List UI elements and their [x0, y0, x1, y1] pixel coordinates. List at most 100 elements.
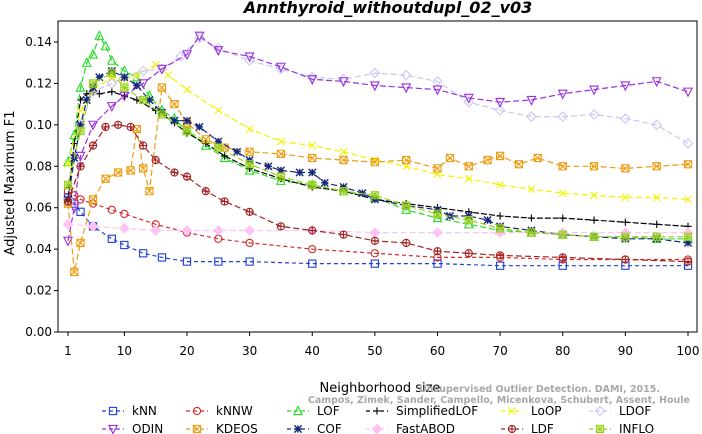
series-point-ldf — [201, 187, 210, 196]
series-point-inflo — [652, 232, 661, 241]
series-point-ldf — [683, 257, 693, 266]
series-point-ldof — [619, 113, 631, 125]
series-point-lof — [244, 164, 255, 175]
series-point-loop — [496, 180, 505, 189]
x-tick-label: 100 — [677, 344, 700, 358]
series-point-simplifiedlof — [621, 218, 629, 226]
series-point-inflo — [621, 232, 630, 241]
series-point-ldf — [433, 247, 442, 256]
series-point-odin — [683, 87, 693, 98]
plot-frame — [57, 20, 698, 333]
series-point-ldof — [175, 51, 187, 62]
series-point-loop — [245, 125, 254, 133]
series-point-ldof — [400, 69, 412, 81]
series-point-loop — [76, 106, 85, 115]
series-point-ldf — [308, 226, 317, 235]
series-point-knnw — [70, 191, 79, 200]
series-point-simplifiedlof — [590, 216, 598, 224]
series-point-knn — [495, 261, 505, 270]
series-point-ldof — [588, 109, 600, 120]
series-point-cof — [182, 116, 192, 125]
series-point-simplifiedlof — [496, 212, 504, 220]
legend-marker-loop — [508, 407, 516, 415]
x-tick-label: 1 — [64, 344, 72, 358]
series-point-fastabod — [62, 218, 74, 230]
series-point-cof — [683, 238, 693, 248]
series-point-simplifiedlof — [83, 90, 91, 98]
x-axis-ticks: 1 10 20 30 40 50 60 70 80 90 100 — [64, 332, 699, 358]
series-point-cof — [76, 120, 85, 129]
legend-label-odin: ODIN — [132, 422, 163, 434]
y-tick-label: 0.08 — [25, 159, 52, 173]
series-point-cof — [214, 137, 223, 146]
series-point-kdeos — [339, 155, 348, 165]
plot-series — [62, 29, 694, 277]
series-point-knn — [107, 234, 116, 243]
series-point-odin — [181, 50, 192, 61]
series-point-ldf — [76, 162, 85, 171]
series-point-inflo — [683, 232, 693, 241]
series-point-ldf — [621, 255, 630, 264]
watermark: Unsupervised Outlier Detection. DAMI, 20… — [308, 384, 690, 406]
series-point-inflo — [339, 186, 348, 196]
series-point-lof — [81, 56, 92, 67]
series-point-cof — [120, 73, 129, 82]
series-point-ldf — [276, 222, 286, 231]
legend-marker-odin — [108, 424, 118, 434]
series-point-lof — [100, 40, 111, 51]
series-point-kdeos — [533, 153, 542, 163]
series-line-lof — [67, 34, 688, 240]
series-point-inflo — [276, 172, 286, 181]
series-line-inflo — [67, 72, 688, 238]
legend-item-knnw: kNNW — [186, 404, 253, 418]
series-point-kdeos — [145, 186, 154, 196]
series-point-simplifiedlof — [653, 220, 661, 228]
series-point-ldf — [126, 122, 135, 132]
series-point-loop — [339, 147, 348, 156]
legend-item-lof: LOF — [287, 404, 340, 418]
series-point-kdeos — [621, 164, 630, 173]
series-point-knnw — [370, 249, 380, 258]
series-point-cof — [82, 95, 91, 105]
series-point-fastabod — [87, 220, 99, 232]
series-point-kdeos — [483, 155, 492, 165]
series-point-ldof — [526, 111, 537, 122]
x-tick-label: 70 — [492, 344, 507, 358]
series-point-kdeos — [683, 160, 693, 169]
series-point-inflo — [63, 180, 73, 190]
legend-label-lof: LOF — [317, 404, 340, 418]
series-point-odin — [307, 75, 318, 86]
series-point-inflo — [402, 201, 411, 210]
legend-item-ldf: LDF — [501, 422, 554, 434]
series-point-inflo — [214, 143, 223, 152]
series-point-odin — [106, 102, 117, 113]
series-point-odin — [432, 85, 443, 96]
legend-item-inflo: INFLO — [589, 422, 654, 434]
legend: kNN kNNW LOF SimplifiedLOF LoOP LDOF ODIN KDEOS… — [102, 404, 654, 434]
series-point-ldf — [139, 141, 148, 150]
series-point-odin — [88, 120, 99, 131]
series-point-lof — [69, 129, 80, 140]
series-point-inflo — [433, 209, 442, 219]
series-point-knn — [308, 259, 317, 268]
series-point-odin — [651, 77, 662, 88]
series-line-odin — [67, 34, 689, 242]
series-point-ldf — [170, 168, 179, 177]
series-odin — [63, 31, 693, 247]
series-point-ldof — [369, 67, 381, 79]
legend-item-simplifiedlof: SimplifiedLOF — [366, 404, 478, 418]
series-point-kdeos — [402, 155, 411, 165]
x-tick-label: 80 — [555, 344, 570, 358]
series-point-cof — [320, 178, 329, 187]
series-point-knn — [433, 259, 442, 268]
legend-item-loop: LoOP — [501, 404, 562, 418]
series-point-knn — [76, 207, 85, 217]
series-point-kdeos — [139, 164, 148, 173]
series-point-odin — [213, 46, 224, 57]
series-point-fastabod — [118, 223, 130, 234]
series-point-inflo — [495, 224, 505, 233]
series-point-kdeos — [514, 160, 524, 169]
series-point-knnw — [245, 238, 254, 248]
legend-label-knn: kNN — [132, 404, 157, 418]
series-point-ldf — [558, 253, 567, 262]
